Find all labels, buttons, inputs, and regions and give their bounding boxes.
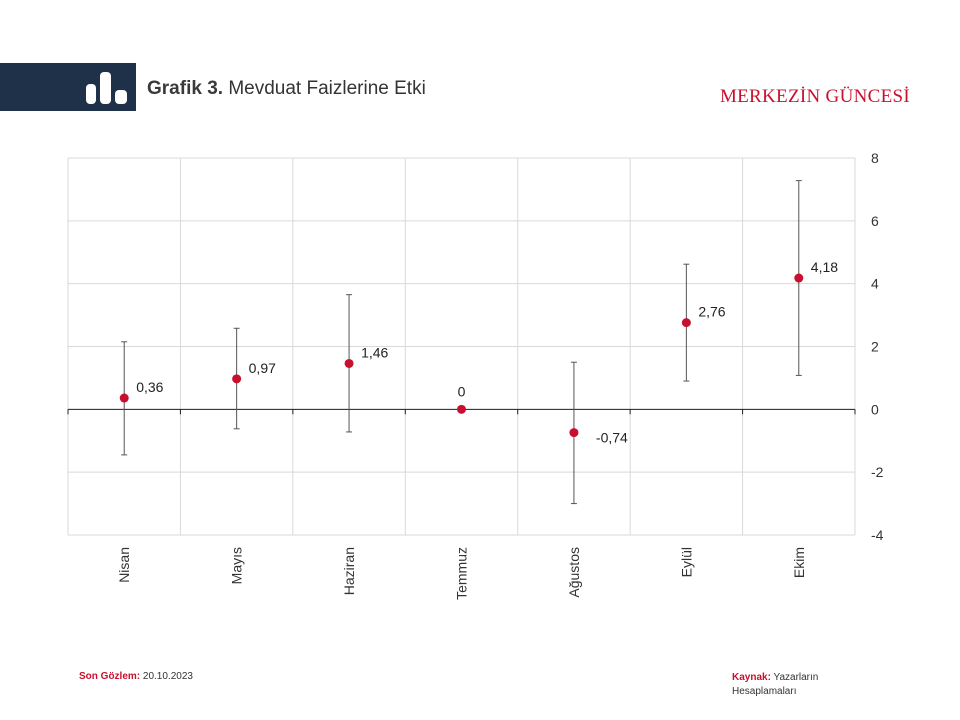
header-band bbox=[0, 63, 136, 111]
y-tick-label: 2 bbox=[871, 339, 879, 355]
source-label: Kaynak: bbox=[732, 672, 771, 683]
x-tick-label: Mayıs bbox=[229, 547, 245, 584]
x-tick-label: Temmuz bbox=[454, 547, 470, 600]
data-point bbox=[681, 318, 691, 328]
data-label: 4,18 bbox=[811, 259, 838, 275]
data-point bbox=[457, 404, 466, 414]
data-label: 0 bbox=[458, 383, 466, 399]
data-point bbox=[569, 428, 579, 438]
data-label: 2,76 bbox=[698, 304, 725, 320]
y-tick-label: 4 bbox=[871, 276, 879, 292]
data-point bbox=[232, 374, 242, 384]
data-point bbox=[119, 393, 129, 403]
data-label: -0,74 bbox=[596, 430, 628, 446]
brand-logo-text: MERKEZİN GÜNCESİ bbox=[719, 86, 910, 107]
y-tick-label: -2 bbox=[871, 464, 884, 480]
data-label: 1,46 bbox=[361, 344, 388, 360]
x-tick-label: Eylül bbox=[678, 547, 694, 577]
y-tick-label: -4 bbox=[871, 527, 884, 543]
data-label: 0,97 bbox=[249, 360, 276, 376]
y-tick-label: 6 bbox=[871, 213, 879, 229]
chart-title: Grafik 3. Mevduat Faizlerine Etki bbox=[147, 78, 426, 100]
source-value: Yazarların Hesaplamaları bbox=[732, 672, 819, 697]
last-observation: Son Gözlem: 20.10.2023 bbox=[79, 671, 193, 682]
y-tick-label: 0 bbox=[871, 401, 879, 417]
x-tick-label: Nisan bbox=[116, 547, 132, 583]
last-observation-label: Son Gözlem: bbox=[79, 671, 141, 682]
data-label: 0,36 bbox=[136, 379, 163, 395]
bar-chart-icon bbox=[86, 72, 127, 104]
source-note: Kaynak: Yazarların Hesaplamaları bbox=[732, 671, 852, 699]
x-tick-label: Haziran bbox=[341, 547, 357, 595]
y-tick-label: 8 bbox=[871, 150, 879, 166]
x-tick-label: Ağustos bbox=[566, 547, 582, 598]
x-tick-label: Ekim bbox=[791, 547, 807, 578]
last-observation-value: 20.10.2023 bbox=[142, 671, 193, 682]
data-point bbox=[794, 273, 804, 283]
chart-title-number: Grafik 3. bbox=[147, 78, 224, 99]
data-point bbox=[344, 358, 354, 368]
chart-title-text: Mevduat Faizlerine Etki bbox=[228, 78, 426, 99]
